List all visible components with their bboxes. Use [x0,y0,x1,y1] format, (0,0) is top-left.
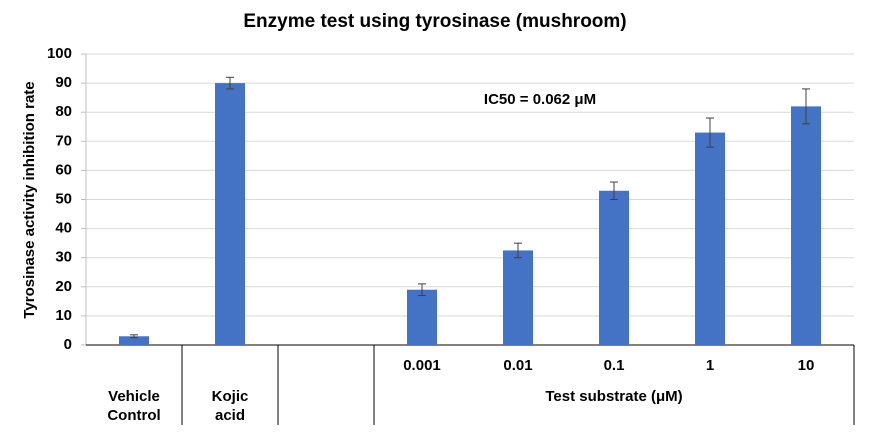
y-tick-label: 10 [55,307,72,324]
group-label: Vehicle Control [107,388,161,424]
y-tick-label: 30 [55,249,72,266]
annotation: IC50 = 0.062 μM [484,91,596,108]
y-tick-label: 80 [55,103,72,120]
y-tick-label: 70 [55,132,72,149]
x-tick-label: 10 [798,357,815,374]
y-tick-label: 40 [55,220,72,237]
y-axis-label: Tyrosinase activity inhibition rate [21,81,38,318]
y-tick-label: 90 [55,74,72,91]
bar [119,336,149,345]
bar [407,289,437,345]
bar [695,132,725,345]
y-tick-label: 50 [55,190,72,207]
y-tick-label: 100 [47,45,72,62]
x-tick-label: 0.01 [503,357,532,374]
group-label: Kojic acid [211,388,249,424]
y-tick-label: 0 [64,336,72,353]
bar [791,106,821,345]
x-tick-label: 0.001 [403,357,441,374]
bar [599,190,629,345]
chart-title: Enzyme test using tyrosinase (mushroom) [243,11,626,32]
y-tick-label: 20 [55,278,72,295]
group-label: Test substrate (μM) [545,388,683,405]
bar [215,83,245,345]
x-tick-label: 1 [706,357,714,374]
bar [503,250,533,345]
x-tick-label: 0.1 [604,357,625,374]
y-tick-label: 60 [55,161,72,178]
